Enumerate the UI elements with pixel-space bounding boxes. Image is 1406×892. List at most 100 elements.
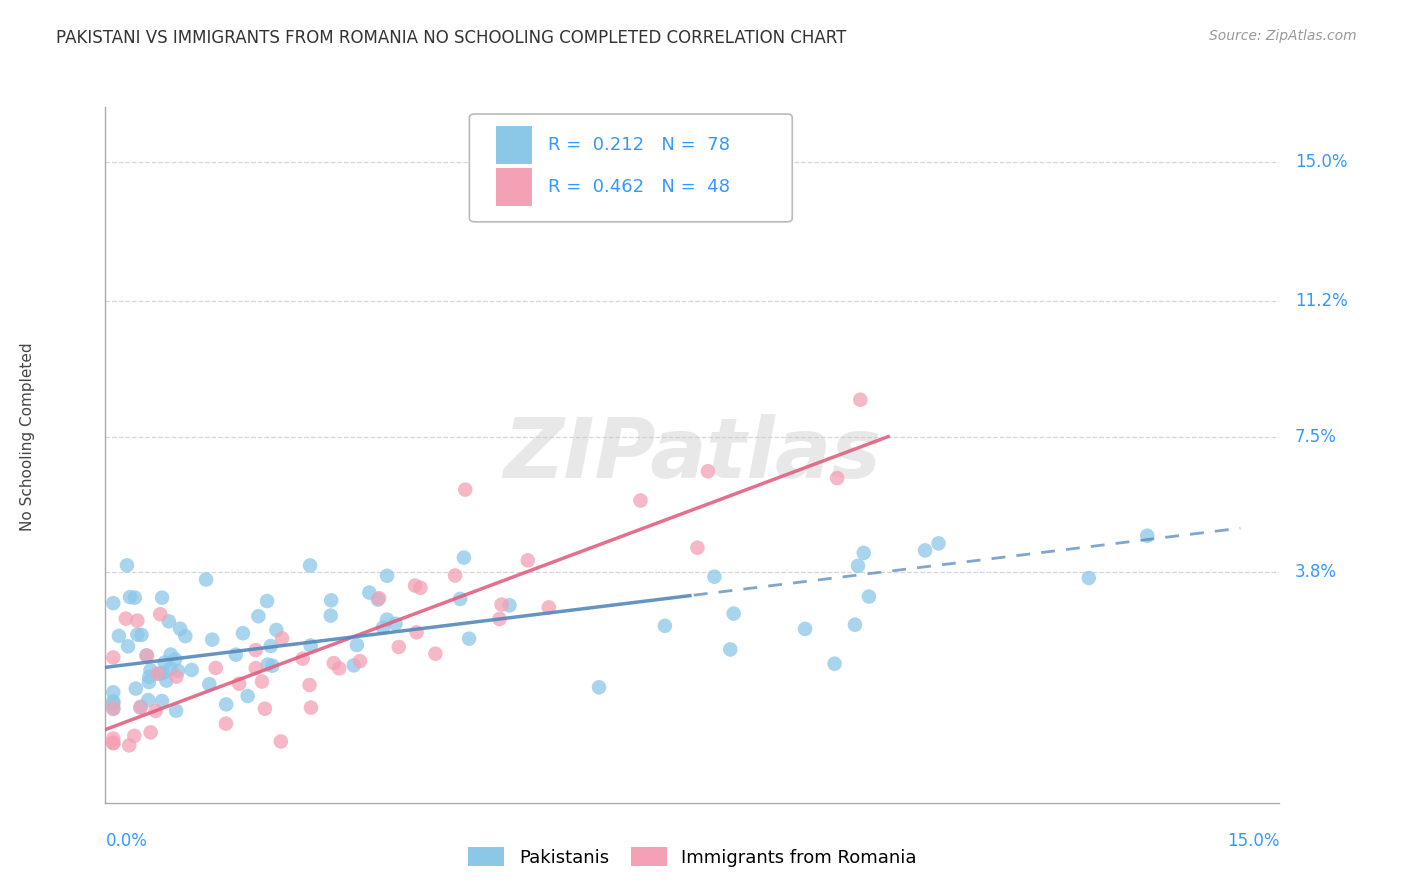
Point [159,662,181,676]
Text: No Schooling Completed: No Schooling Completed [20,343,35,531]
Point [299,639,322,653]
Point [271,632,294,646]
Text: Source: ZipAtlas.com: Source: ZipAtlas.com [1209,29,1357,43]
Point [488,612,510,626]
Point [291,651,314,665]
Point [114,612,136,626]
Point [844,617,866,632]
Text: ZIPatlas: ZIPatlas [503,415,882,495]
Point [458,632,481,646]
Point [204,661,226,675]
Point [404,578,426,592]
Point [630,493,652,508]
Point [138,670,160,684]
Point [152,665,174,680]
Text: R =  0.212   N =  78: R = 0.212 N = 78 [548,136,730,154]
Point [138,675,160,690]
Point [256,657,278,672]
Point [228,676,250,690]
Point [1136,529,1159,543]
Point [298,678,321,692]
Point [136,648,159,663]
Point [198,677,221,691]
Point [346,638,368,652]
Point [367,592,389,607]
Point [927,536,949,550]
Point [299,558,322,573]
Point [245,661,267,675]
Point [131,628,153,642]
Point [588,681,610,695]
Point [129,700,152,714]
Point [165,652,187,666]
Text: 3.8%: 3.8% [1295,563,1337,581]
Point [825,471,848,485]
Point [118,590,141,604]
Point [245,643,267,657]
Point [794,622,817,636]
Point [914,543,936,558]
Point [153,656,176,670]
Point [686,541,709,555]
Point [127,627,149,641]
Point [139,663,162,677]
Point [232,626,254,640]
Point [1077,571,1099,585]
Text: 15.0%: 15.0% [1295,153,1347,171]
Bar [496,126,531,164]
Point [322,656,344,670]
Point [498,599,520,613]
Point [444,568,467,582]
Point [127,614,149,628]
Point [299,700,322,714]
Point [375,613,398,627]
Point [516,553,538,567]
Point [236,689,259,703]
Point [454,483,477,497]
Point [537,600,560,615]
Point [103,694,125,708]
Point [103,702,125,716]
Point [321,593,343,607]
Point [155,673,177,688]
Point [150,591,173,605]
Point [124,591,146,605]
Point [449,591,471,606]
Point [846,558,869,573]
Point [215,698,238,712]
Point [425,647,447,661]
Text: 7.5%: 7.5% [1295,427,1337,446]
Point [103,697,125,711]
Point [375,569,398,583]
Point [118,739,141,753]
Point [250,674,273,689]
Point [103,701,125,715]
Text: 0.0%: 0.0% [105,832,148,850]
Point [103,731,125,746]
Point [167,664,190,678]
Point [129,699,152,714]
Point [409,581,432,595]
Point [262,658,284,673]
Point [165,670,187,684]
Point [697,464,720,478]
Point [328,661,350,675]
Bar [496,168,531,206]
Point [388,640,411,654]
Point [139,725,162,739]
Point [453,550,475,565]
Point [654,619,676,633]
Point [174,629,197,643]
Point [718,642,741,657]
Point [159,648,181,662]
Point [157,615,180,629]
Point [103,736,125,750]
Point [136,693,159,707]
Point [703,570,725,584]
Point [145,704,167,718]
Point [824,657,846,671]
Text: PAKISTANI VS IMMIGRANTS FROM ROMANIA NO SCHOOLING COMPLETED CORRELATION CHART: PAKISTANI VS IMMIGRANTS FROM ROMANIA NO … [56,29,846,46]
Point [371,621,394,635]
Point [169,622,191,636]
Point [215,716,238,731]
